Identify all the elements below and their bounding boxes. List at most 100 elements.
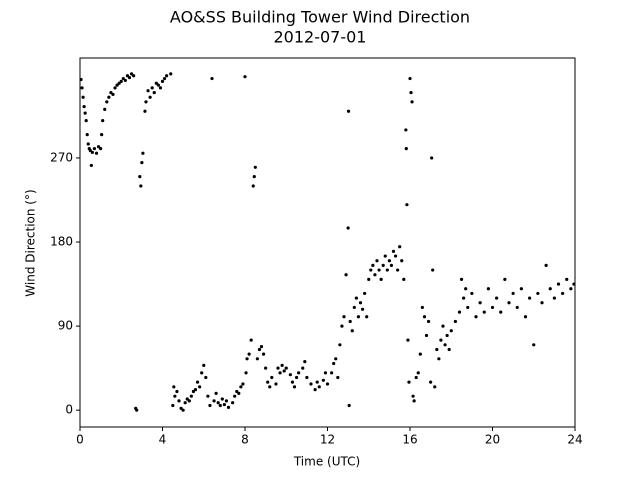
point <box>280 363 284 367</box>
point <box>208 403 212 408</box>
point <box>152 90 156 95</box>
point <box>244 371 248 375</box>
point <box>83 111 87 115</box>
point <box>88 148 92 153</box>
point <box>347 403 351 408</box>
point <box>288 373 292 377</box>
point <box>231 401 235 405</box>
point <box>292 385 297 389</box>
point <box>125 74 130 78</box>
point <box>373 273 377 277</box>
point <box>385 268 389 272</box>
y-axis-label: Wind Direction (°) <box>24 189 38 296</box>
point <box>195 380 200 384</box>
y-tick-label: 90 <box>58 319 73 333</box>
point <box>375 259 379 263</box>
point <box>81 95 85 99</box>
point <box>445 333 449 338</box>
point <box>499 310 503 314</box>
point <box>340 324 344 328</box>
point <box>84 118 88 123</box>
point <box>121 76 125 81</box>
point <box>86 142 90 146</box>
point <box>561 291 565 296</box>
point <box>459 277 464 281</box>
point <box>478 301 482 305</box>
point <box>216 401 220 405</box>
point <box>94 151 99 155</box>
point <box>325 382 330 386</box>
point <box>247 352 251 356</box>
point <box>172 385 176 389</box>
point <box>85 133 89 137</box>
point <box>398 245 402 249</box>
point <box>253 165 257 169</box>
point <box>290 380 295 384</box>
point <box>424 333 429 338</box>
point <box>407 380 411 384</box>
point <box>387 259 391 263</box>
point <box>105 100 109 104</box>
point <box>409 90 413 95</box>
point <box>503 277 507 281</box>
point <box>268 385 272 389</box>
point <box>193 388 198 392</box>
point <box>100 133 104 137</box>
point <box>220 397 224 401</box>
point <box>346 109 351 113</box>
point <box>243 75 247 79</box>
point <box>309 382 313 386</box>
point <box>416 371 420 375</box>
x-tick-label: 16 <box>402 433 417 447</box>
point <box>117 81 121 85</box>
point <box>540 301 544 305</box>
point <box>365 315 369 319</box>
point <box>515 305 519 310</box>
point <box>536 291 540 296</box>
point <box>410 100 414 104</box>
point <box>338 343 342 347</box>
point <box>367 277 371 281</box>
point <box>548 287 552 291</box>
point <box>511 291 515 296</box>
point <box>528 296 532 300</box>
chart-subtitle: 2012-07-01 <box>274 28 367 47</box>
y-tick-label: 270 <box>50 150 73 164</box>
point <box>278 371 282 375</box>
point <box>532 343 536 347</box>
point <box>204 375 208 380</box>
point <box>171 403 175 408</box>
plot-frame <box>79 57 576 428</box>
point <box>294 375 299 380</box>
point <box>202 363 206 367</box>
point <box>107 95 111 99</box>
point <box>140 161 144 165</box>
point <box>323 371 328 375</box>
point <box>429 380 433 384</box>
point <box>405 203 409 207</box>
point <box>412 399 416 403</box>
point <box>439 338 443 342</box>
point <box>313 388 317 392</box>
point <box>377 268 381 272</box>
point <box>449 329 453 333</box>
point <box>179 406 183 410</box>
point <box>200 371 204 375</box>
point <box>92 147 97 151</box>
point <box>430 156 434 160</box>
point <box>544 263 548 267</box>
point <box>103 107 107 111</box>
point <box>379 277 383 281</box>
point <box>414 375 418 380</box>
point <box>158 86 163 90</box>
point <box>426 319 431 324</box>
point <box>218 403 222 408</box>
point <box>261 352 266 356</box>
point <box>143 109 147 113</box>
point <box>146 89 150 93</box>
point <box>408 76 412 81</box>
point <box>132 74 136 78</box>
point <box>464 287 468 291</box>
point <box>177 399 181 403</box>
point <box>301 366 305 370</box>
